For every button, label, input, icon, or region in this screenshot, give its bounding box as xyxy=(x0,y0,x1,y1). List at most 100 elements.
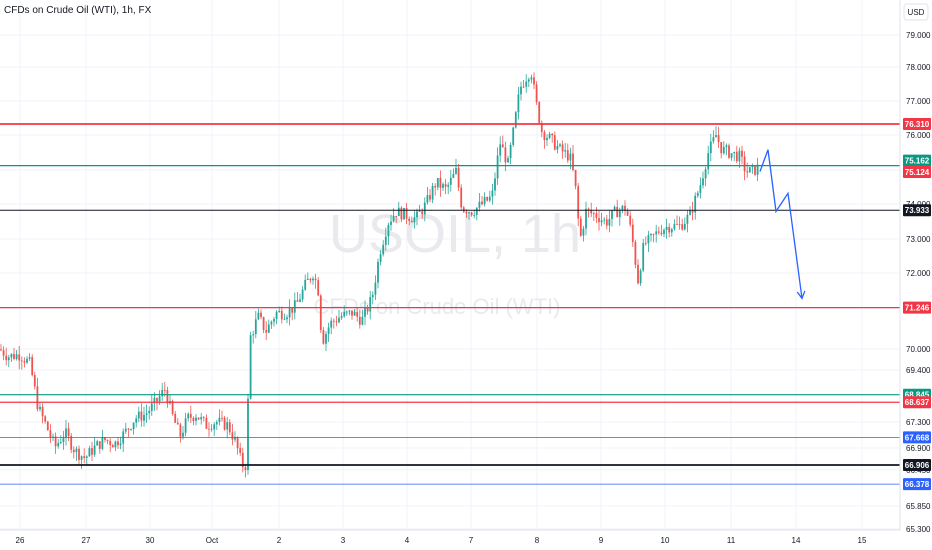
candle xyxy=(650,232,652,242)
candle xyxy=(712,130,715,144)
candle xyxy=(600,212,603,227)
candle xyxy=(657,226,660,235)
time-tick-label: 4 xyxy=(405,536,410,545)
candle xyxy=(660,224,663,237)
candle xyxy=(33,371,36,390)
candle xyxy=(338,309,340,324)
candle xyxy=(109,438,112,453)
candle xyxy=(132,422,135,435)
candle xyxy=(717,126,720,149)
candle xyxy=(652,233,655,243)
candle xyxy=(119,436,122,450)
candle xyxy=(725,143,728,156)
candle xyxy=(702,171,704,189)
level-tag-text: 66.906 xyxy=(905,461,930,470)
candle xyxy=(631,218,634,247)
candle xyxy=(98,441,101,454)
candle xyxy=(429,189,431,203)
candle xyxy=(741,145,743,165)
candle xyxy=(501,135,504,148)
candle xyxy=(106,439,109,445)
candle xyxy=(527,77,530,88)
candle xyxy=(556,140,559,154)
candle xyxy=(239,442,242,456)
candle xyxy=(639,268,642,286)
candle xyxy=(644,236,647,246)
candle xyxy=(75,446,78,461)
candle xyxy=(468,211,470,220)
candle xyxy=(621,204,624,214)
candle xyxy=(397,201,400,217)
candle xyxy=(197,417,200,420)
candle xyxy=(322,327,325,345)
candle xyxy=(65,420,67,446)
candle xyxy=(559,142,561,148)
horizontal-levels xyxy=(0,123,900,485)
candle xyxy=(670,227,673,237)
candle xyxy=(561,140,564,159)
candle xyxy=(249,331,252,400)
candle xyxy=(488,190,491,203)
candle xyxy=(330,317,333,335)
candle xyxy=(608,210,611,233)
candle xyxy=(273,316,275,327)
candle xyxy=(10,353,13,362)
time-tick-label: 15 xyxy=(858,536,867,545)
candle xyxy=(335,315,338,327)
candle xyxy=(533,72,535,90)
candle xyxy=(265,321,268,341)
candle xyxy=(543,129,546,149)
candle xyxy=(384,227,387,251)
candle xyxy=(553,131,556,151)
candle xyxy=(637,259,639,285)
candle xyxy=(148,406,151,420)
candle xyxy=(153,392,156,411)
candle xyxy=(473,209,476,219)
candle xyxy=(582,225,585,242)
candle xyxy=(548,131,551,140)
candle xyxy=(447,182,450,195)
candle xyxy=(93,437,96,457)
candle xyxy=(611,209,613,227)
candle xyxy=(304,274,307,291)
level-tag-text: 73.933 xyxy=(905,206,930,215)
chart-title: CFDs on Crude Oil (WTI), 1h, FX xyxy=(4,5,152,16)
candle xyxy=(124,422,127,434)
projection-path[interactable] xyxy=(759,149,803,299)
candle xyxy=(161,382,164,401)
candle xyxy=(210,424,213,432)
candle xyxy=(722,141,725,155)
candle xyxy=(327,322,330,343)
watermark-description: CFDs on Crude Oil (WTI) xyxy=(314,294,561,319)
candle xyxy=(522,80,525,89)
time-tick-label: 3 xyxy=(341,536,346,545)
candle xyxy=(184,412,187,437)
price-tick-label: 73.000 xyxy=(906,235,931,244)
candle xyxy=(247,393,249,475)
candle xyxy=(689,206,691,216)
candle xyxy=(59,435,62,445)
time-axis[interactable]: 26 27 30 Oct 2 3 4 7 8 9 10 11 14 15 xyxy=(16,536,867,545)
projection-drawing[interactable] xyxy=(759,149,806,300)
candle xyxy=(369,290,372,320)
candle xyxy=(475,207,478,221)
candle xyxy=(538,101,541,125)
candle xyxy=(213,422,216,436)
candle xyxy=(707,145,710,175)
candle xyxy=(387,222,390,246)
candle xyxy=(41,403,44,424)
price-tick-label: 65.850 xyxy=(906,502,931,511)
candle xyxy=(405,202,408,225)
candle xyxy=(629,211,632,227)
price-tick-label: 69.400 xyxy=(906,366,931,375)
candle xyxy=(286,314,288,324)
currency-button[interactable]: USD xyxy=(903,3,929,21)
candle xyxy=(340,312,343,320)
time-tick-label: 26 xyxy=(16,536,25,545)
candle xyxy=(83,448,86,464)
candle xyxy=(260,309,262,320)
candle xyxy=(267,319,270,334)
candle xyxy=(143,406,145,427)
candle xyxy=(312,276,314,285)
